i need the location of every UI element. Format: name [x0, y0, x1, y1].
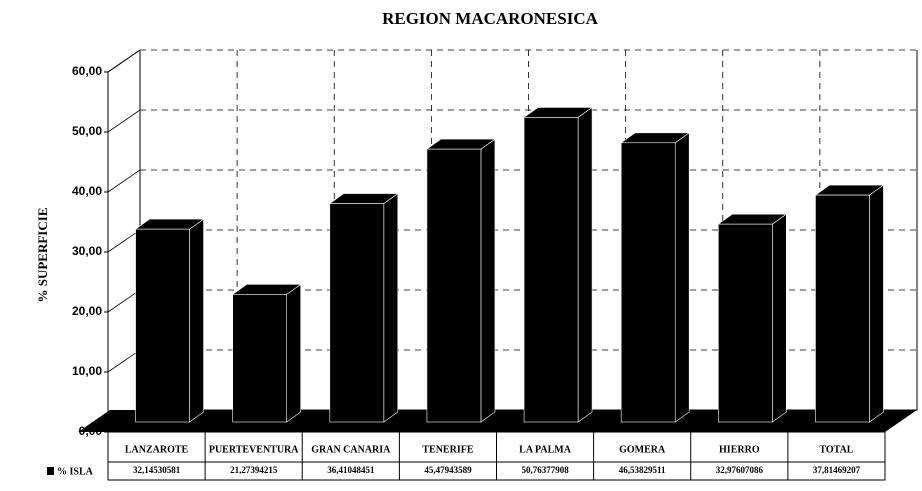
bar	[426, 148, 482, 423]
grid-line-side	[107, 169, 141, 193]
bar-side	[869, 184, 884, 423]
legend-swatch	[47, 467, 54, 475]
bar-side	[189, 218, 204, 423]
bar-side	[577, 106, 593, 423]
value-label: 32,97607086	[716, 465, 764, 475]
value-label: 37,81469207	[813, 465, 861, 475]
bar	[815, 194, 870, 423]
x-tick-label: LANZAROTE	[125, 444, 189, 455]
grid-line-side	[107, 49, 141, 73]
bar-side	[480, 138, 496, 423]
grid-line-side	[107, 289, 141, 313]
bar	[232, 294, 287, 423]
y-axis-label: % SUPERFICIE	[35, 208, 50, 303]
bar-side	[674, 132, 690, 423]
value-label: 32,14530581	[133, 465, 181, 475]
grid-line-side	[107, 109, 141, 133]
x-tick-label: TOTAL	[819, 444, 853, 455]
legend-label: % ISLA	[57, 466, 94, 477]
bar	[718, 223, 773, 423]
bar	[329, 203, 385, 423]
floor	[108, 410, 917, 432]
bar-side	[772, 213, 787, 423]
y-tick-label: 30,00	[72, 244, 102, 258]
x-tick-label: GOMERA	[619, 444, 666, 455]
value-label: 45,47943589	[424, 465, 472, 475]
x-tick-label: PUERTEVENTURA	[209, 444, 299, 455]
y-tick-label: 40,00	[72, 184, 102, 198]
y-tick-label: 60,00	[72, 64, 102, 78]
chart-title: REGION MACARONESICA	[382, 9, 599, 28]
x-tick-label: GRAN CANARIA	[311, 444, 391, 455]
bar-side	[286, 283, 301, 423]
floor-left	[78, 410, 140, 432]
value-label: 36,41048451	[327, 465, 375, 475]
bar	[135, 228, 190, 423]
bar	[620, 142, 676, 423]
y-tick-label: 20,00	[72, 304, 102, 318]
bar	[523, 117, 579, 423]
y-tick-label: 50,00	[72, 124, 102, 138]
value-label: 50,76377908	[521, 465, 569, 475]
value-label: 21,27394215	[230, 465, 278, 475]
x-tick-label: HIERRO	[719, 444, 760, 455]
y-tick-label: 10,00	[72, 364, 102, 378]
x-tick-label: TENERIFE	[422, 444, 473, 455]
grid-line-side	[107, 229, 141, 253]
x-tick-label: LA PALMA	[519, 444, 572, 455]
bar-side	[383, 192, 399, 423]
grid-line-side	[107, 349, 141, 373]
value-label: 46,53829511	[619, 465, 666, 475]
